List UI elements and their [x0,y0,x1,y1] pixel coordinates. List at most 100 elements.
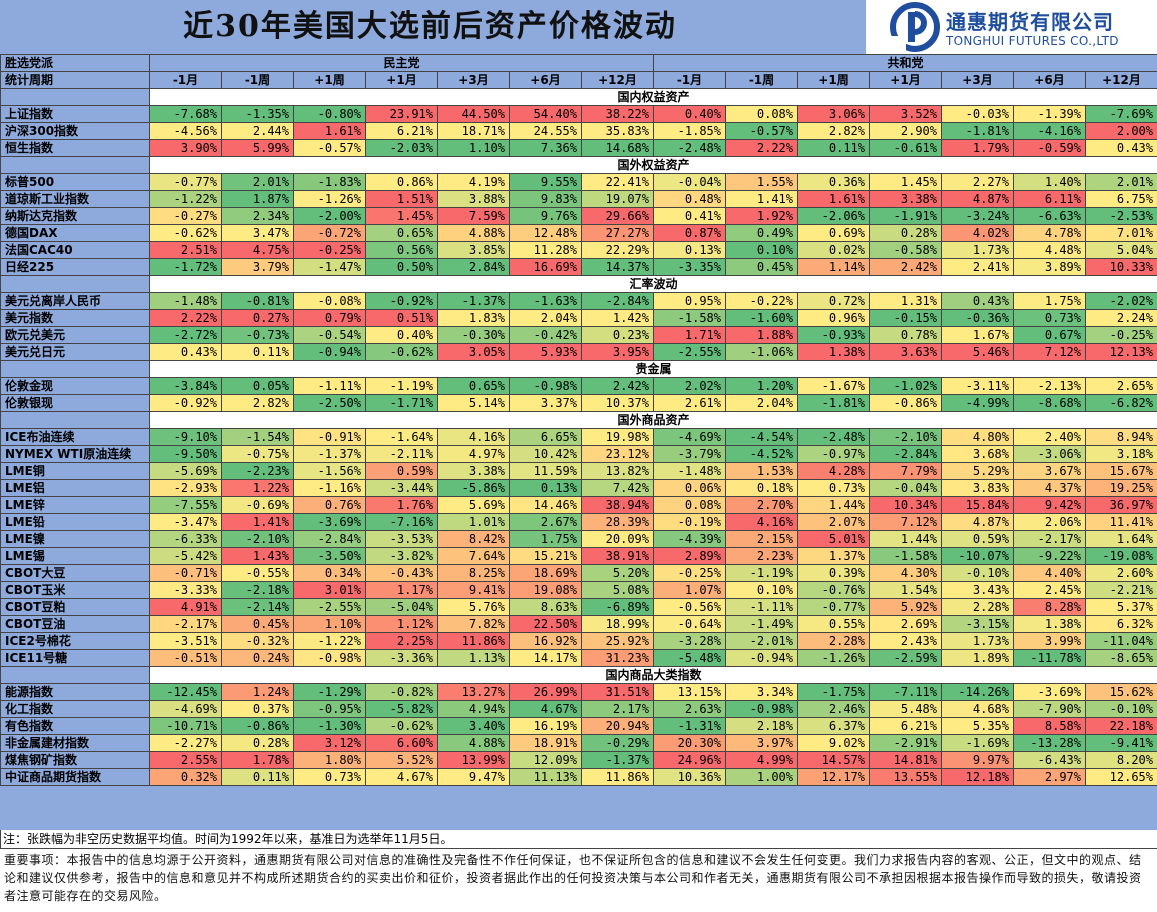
asset-name: NYMEX WTI原油连续 [1,446,150,463]
value-cell: 18.71% [438,123,510,140]
value-cell: 1.31% [870,293,942,310]
value-cell: 18.69% [510,565,582,582]
value-cell: -1.06% [726,344,798,361]
value-cell: 1.38% [798,344,870,361]
value-cell: 11.41% [1086,514,1157,531]
value-cell: -5.42% [150,548,222,565]
value-cell: 4.99% [726,752,798,769]
value-cell: 4.30% [870,565,942,582]
value-cell: 5.69% [438,497,510,514]
table-row: CBOT豆油-2.17%0.45%1.10%1.12%7.82%22.50%18… [1,616,1157,633]
value-cell: 2.44% [222,123,294,140]
value-cell: 1.54% [870,582,942,599]
section-spacer [1,667,150,684]
value-cell: -1.35% [222,106,294,123]
title-bar: 近30年美国大选前后资产价格波动 通惠期货有限公司 TONGHUI FUTURE… [0,0,1157,54]
value-cell: -5.04% [366,599,438,616]
value-cell: 1.78% [222,752,294,769]
value-cell: -0.86% [222,718,294,735]
value-cell: 1.14% [798,259,870,276]
value-cell: 4.67% [366,769,438,786]
table-row: LME锌-7.55%-0.69%0.76%1.76%5.69%14.46%38.… [1,497,1157,514]
value-cell: -0.32% [222,633,294,650]
period-label: 统计周期 [1,72,150,89]
period-header: +3月 [438,72,510,89]
value-cell: 54.40% [510,106,582,123]
value-cell: -0.54% [294,327,366,344]
period-header: +1月 [366,72,438,89]
value-cell: -3.79% [654,446,726,463]
value-cell: 5.46% [942,344,1014,361]
table-row: ICE布油连续-9.10%-1.54%-0.91%-1.64%4.16%6.65… [1,429,1157,446]
value-cell: -9.50% [150,446,222,463]
value-cell: -4.54% [726,429,798,446]
section-header: 贵金属 [1,361,1157,378]
section-title: 贵金属 [150,361,1157,378]
value-cell: -0.25% [1086,327,1157,344]
value-cell: -2.59% [870,650,942,667]
value-cell: 0.11% [798,140,870,157]
value-cell: 4.97% [438,446,510,463]
value-cell: 0.36% [798,174,870,191]
value-cell: -5.82% [366,701,438,718]
value-cell: 11.59% [510,463,582,480]
value-cell: 6.32% [1086,616,1157,633]
value-cell: -2.06% [798,208,870,225]
value-cell: 4.67% [510,701,582,718]
value-cell: -0.30% [438,327,510,344]
value-cell: 0.96% [798,310,870,327]
section-header: 汇率波动 [1,276,1157,293]
section-spacer [1,276,150,293]
value-cell: 0.40% [366,327,438,344]
value-cell: -0.51% [150,650,222,667]
value-cell: -10.71% [150,718,222,735]
period-header-row: 统计周期-1月-1周+1周+1月+3月+6月+12月-1月-1周+1周+1月+3… [1,72,1157,89]
value-cell: 0.28% [870,225,942,242]
value-cell: -0.92% [366,293,438,310]
value-cell: -0.19% [654,514,726,531]
value-cell: -0.56% [654,599,726,616]
value-cell: 1.88% [726,327,798,344]
value-cell: -0.55% [222,565,294,582]
value-cell: 3.90% [150,140,222,157]
value-cell: -0.62% [366,718,438,735]
value-cell: -0.69% [222,497,294,514]
value-cell: 22.29% [582,242,654,259]
value-cell: 15.62% [1086,684,1157,701]
company-logo: 通惠期货有限公司 TONGHUI FUTURES CO.,LTD [866,0,1157,54]
asset-name: 伦敦金现 [1,378,150,395]
value-cell: 1.41% [726,191,798,208]
value-cell: 2.67% [510,514,582,531]
value-cell: -1.22% [294,633,366,650]
value-cell: 36.97% [1086,497,1157,514]
period-header: -1周 [726,72,798,89]
value-cell: 2.17% [582,701,654,718]
value-cell: -6.89% [582,599,654,616]
value-cell: -0.93% [798,327,870,344]
value-cell: -0.75% [222,446,294,463]
value-cell: -0.76% [798,582,870,599]
value-cell: 1.43% [222,548,294,565]
value-cell: 4.19% [438,174,510,191]
table-row: 上证指数-7.68%-1.35%-0.80%23.91%44.50%54.40%… [1,106,1157,123]
disclaimer: 重要事项：本报告中的信息均源于公开资料，通惠期货有限公司对信息的准确性及完备性不… [0,849,1157,912]
value-cell: 6.65% [510,429,582,446]
value-cell: 2.82% [798,123,870,140]
asset-name: 欧元兑美元 [1,327,150,344]
value-cell: 0.73% [798,480,870,497]
value-cell: 3.79% [222,259,294,276]
value-cell: 1.12% [366,616,438,633]
value-cell: -1.22% [150,191,222,208]
asset-name: LME锡 [1,548,150,565]
value-cell: 2.34% [222,208,294,225]
asset-name: CBOT豆油 [1,616,150,633]
value-cell: -3.33% [150,582,222,599]
value-cell: -0.95% [294,701,366,718]
value-cell: -0.80% [294,106,366,123]
value-cell: 0.45% [726,259,798,276]
value-cell: 1.71% [654,327,726,344]
value-cell: 0.10% [726,242,798,259]
value-cell: 0.43% [942,293,1014,310]
value-cell: 13.99% [438,752,510,769]
